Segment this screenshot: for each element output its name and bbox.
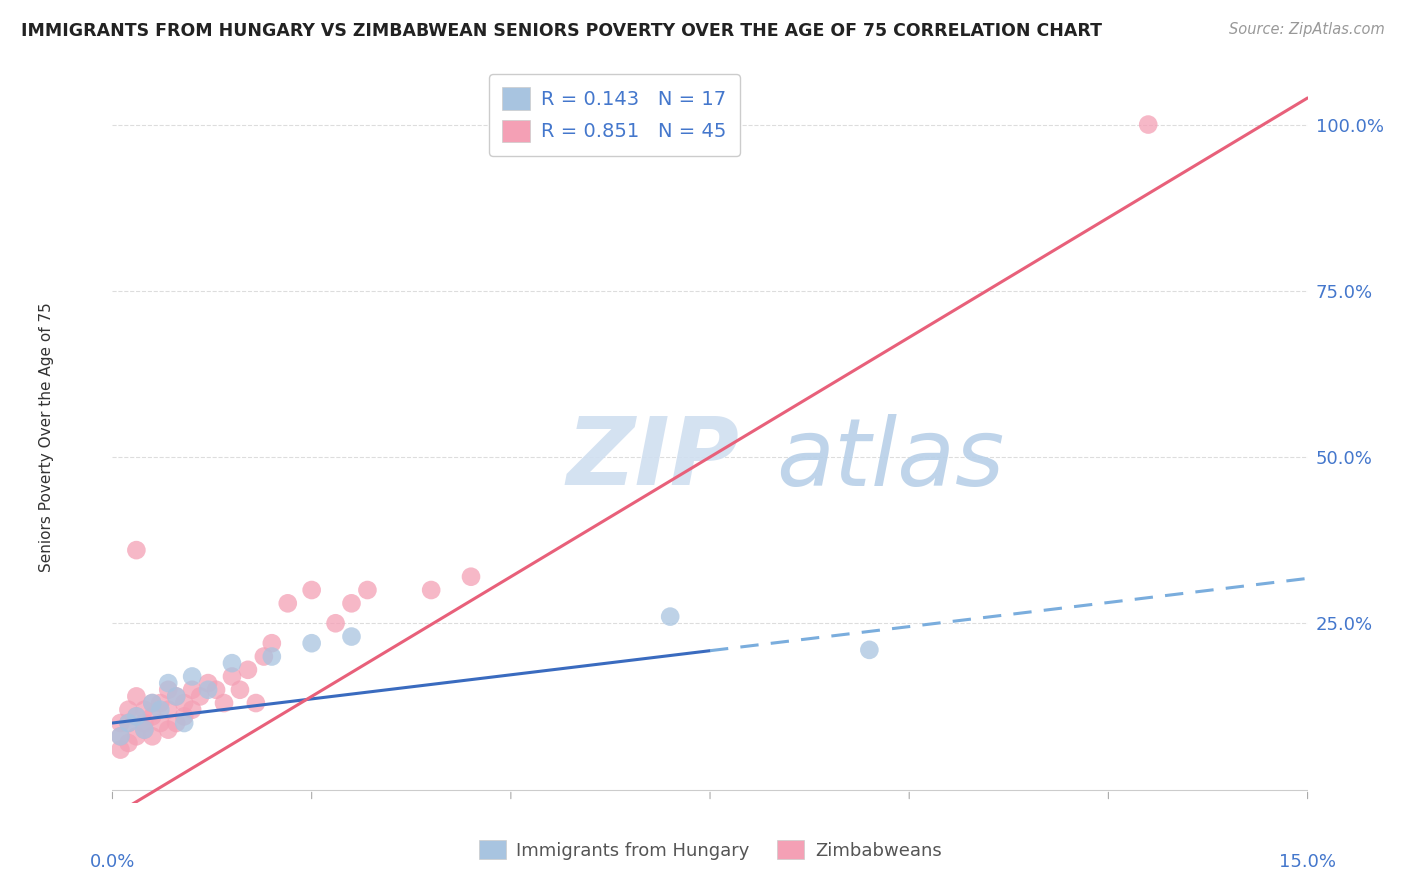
Point — [134, 723, 156, 737]
Point — [157, 682, 180, 697]
Point — [340, 630, 363, 644]
Text: ZIP: ZIP — [567, 413, 740, 505]
Point — [253, 649, 276, 664]
Point — [173, 716, 195, 731]
Point — [141, 709, 163, 723]
Point — [188, 690, 211, 704]
Point — [356, 582, 378, 597]
Point — [236, 663, 259, 677]
Point — [134, 723, 156, 737]
Point — [125, 690, 148, 704]
Point — [181, 703, 204, 717]
Point — [117, 736, 139, 750]
Point — [301, 636, 323, 650]
Point — [117, 716, 139, 731]
Point — [1137, 118, 1160, 132]
Point — [157, 676, 180, 690]
Point — [125, 709, 148, 723]
Point — [141, 696, 163, 710]
Point — [245, 696, 267, 710]
Point — [858, 643, 880, 657]
Point — [340, 596, 363, 610]
Point — [325, 616, 347, 631]
Point — [420, 582, 443, 597]
Point — [181, 682, 204, 697]
Point — [117, 703, 139, 717]
Point — [125, 709, 148, 723]
Point — [110, 716, 132, 731]
Point — [165, 690, 187, 704]
Point — [229, 682, 252, 697]
Point — [125, 543, 148, 558]
Point — [141, 696, 163, 710]
Point — [301, 582, 323, 597]
Text: IMMIGRANTS FROM HUNGARY VS ZIMBABWEAN SENIORS POVERTY OVER THE AGE OF 75 CORRELA: IMMIGRANTS FROM HUNGARY VS ZIMBABWEAN SE… — [21, 22, 1102, 40]
Point — [117, 716, 139, 731]
Point — [221, 669, 243, 683]
Point — [659, 609, 682, 624]
Point — [110, 742, 132, 756]
Point — [149, 716, 172, 731]
Point — [260, 636, 283, 650]
Text: Seniors Poverty Over the Age of 75: Seniors Poverty Over the Age of 75 — [39, 302, 55, 572]
Point — [212, 696, 235, 710]
Point — [197, 682, 219, 697]
Point — [460, 570, 482, 584]
Text: 15.0%: 15.0% — [1279, 853, 1336, 871]
Point — [141, 729, 163, 743]
Point — [260, 649, 283, 664]
Point — [110, 729, 132, 743]
Point — [149, 696, 172, 710]
Point — [277, 596, 299, 610]
Point — [173, 696, 195, 710]
Point — [165, 716, 187, 731]
Text: Source: ZipAtlas.com: Source: ZipAtlas.com — [1229, 22, 1385, 37]
Point — [149, 703, 172, 717]
Point — [125, 729, 148, 743]
Point — [221, 656, 243, 670]
Point — [157, 703, 180, 717]
Point — [181, 669, 204, 683]
Point — [110, 729, 132, 743]
Point — [197, 676, 219, 690]
Point — [134, 716, 156, 731]
Point — [173, 709, 195, 723]
Point — [157, 723, 180, 737]
Text: 0.0%: 0.0% — [90, 853, 135, 871]
Legend: Immigrants from Hungary, Zimbabweans: Immigrants from Hungary, Zimbabweans — [471, 832, 949, 867]
Point — [205, 682, 228, 697]
Point — [134, 703, 156, 717]
Text: atlas: atlas — [776, 414, 1004, 505]
Point — [165, 690, 187, 704]
